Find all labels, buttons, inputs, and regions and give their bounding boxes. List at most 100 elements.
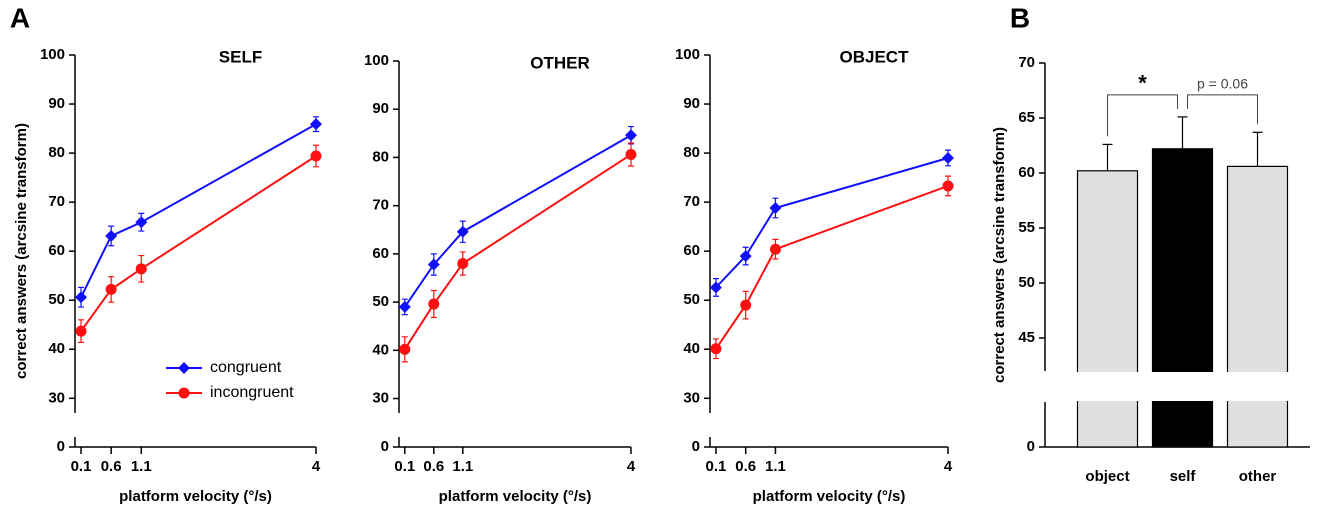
- marker: [105, 229, 118, 242]
- x-tick-label: 0.6: [101, 458, 122, 475]
- y-axis-label: correct answers (arcsine transform): [13, 123, 30, 379]
- y-tick-label: 40: [48, 340, 65, 357]
- x-tick-label: 4: [627, 458, 636, 475]
- y-tick-label: 0: [692, 438, 700, 455]
- x-tick-label: 1.1: [765, 458, 786, 475]
- significance-bracket: [1187, 94, 1258, 125]
- y-tick-label: 70: [372, 197, 389, 214]
- x-tick-label: 0.1: [394, 458, 415, 475]
- y-tick-label: 80: [372, 148, 389, 165]
- y-tick-label: 30: [683, 389, 700, 406]
- legend-label: congruent: [210, 359, 282, 376]
- line: [403, 134, 632, 308]
- y-tick-label: 90: [372, 100, 389, 117]
- x-tick-label: 0.1: [71, 458, 92, 475]
- x-axis-label: platform velocity (°/s): [439, 488, 592, 505]
- line: [80, 123, 317, 298]
- significance-label: p = 0.06: [1197, 76, 1248, 92]
- marker: [105, 283, 117, 295]
- marker: [769, 243, 781, 255]
- x-tick-label: 0.6: [735, 458, 756, 475]
- y-tick-label: 40: [372, 341, 389, 358]
- bar: [1151, 148, 1214, 448]
- x-tick-label: 0.6: [423, 458, 444, 475]
- marker: [456, 225, 469, 238]
- marker: [310, 118, 322, 131]
- y-tick-label: 90: [683, 95, 700, 112]
- marker: [740, 299, 752, 311]
- y-tick-label: 45: [1018, 329, 1035, 346]
- marker: [625, 149, 637, 161]
- y-tick-label: 50: [1018, 274, 1035, 291]
- panel-label: B: [1010, 2, 1030, 33]
- y-tick-label: 30: [48, 389, 65, 406]
- y-tick-label: 0: [381, 438, 389, 455]
- marker: [625, 129, 637, 142]
- marker: [942, 151, 954, 164]
- y-tick-label: 65: [1018, 109, 1035, 126]
- y-tick-label: 60: [683, 242, 700, 259]
- marker: [135, 216, 148, 229]
- marker: [428, 298, 440, 310]
- marker: [457, 258, 469, 270]
- x-tick-label: self: [1170, 468, 1197, 485]
- chart-title: SELF: [219, 47, 262, 66]
- y-tick-label: 60: [48, 242, 65, 259]
- marker: [75, 291, 88, 304]
- line: [715, 157, 949, 289]
- y-tick-label: 60: [372, 245, 389, 262]
- marker: [710, 343, 722, 355]
- chart-title: OTHER: [530, 53, 590, 72]
- y-tick-label: 50: [48, 291, 65, 308]
- y-tick-label: 50: [372, 293, 389, 310]
- y-tick-label: 55: [1018, 219, 1035, 236]
- marker: [310, 150, 322, 162]
- marker: [75, 325, 87, 337]
- line: [403, 153, 632, 350]
- axis-break-gap: [1046, 372, 1311, 401]
- x-tick-label: 1.1: [131, 458, 152, 475]
- chart-title: OBJECT: [840, 47, 910, 66]
- y-tick-label: 80: [683, 144, 700, 161]
- y-tick-label: 100: [675, 46, 700, 63]
- marker: [942, 180, 954, 192]
- x-tick-label: 4: [312, 458, 321, 475]
- bar: [1076, 170, 1139, 448]
- y-axis-label: correct answers (arcsine transform): [991, 127, 1008, 383]
- y-tick-label: 70: [1018, 54, 1035, 71]
- y-tick-label: 70: [48, 193, 65, 210]
- y-tick-label: 80: [48, 144, 65, 161]
- significance-label: *: [1138, 71, 1147, 96]
- y-tick-label: 100: [40, 46, 65, 63]
- x-tick-label: other: [1239, 468, 1277, 485]
- y-tick-label: 60: [1018, 164, 1035, 181]
- y-tick-label: 90: [48, 95, 65, 112]
- marker: [427, 258, 440, 271]
- marker: [739, 250, 752, 263]
- marker: [709, 281, 722, 294]
- y-tick-label: 0: [1027, 438, 1035, 455]
- legend-marker: [178, 362, 190, 374]
- x-axis-label: platform velocity (°/s): [753, 488, 906, 505]
- panel-label: A: [10, 2, 30, 33]
- legend-label: incongruent: [210, 384, 294, 401]
- x-tick-label: 1.1: [452, 458, 473, 475]
- x-tick-label: object: [1085, 468, 1129, 485]
- y-tick-label: 40: [683, 340, 700, 357]
- y-tick-label: 50: [683, 291, 700, 308]
- x-tick-label: 0.1: [706, 458, 727, 475]
- line: [80, 155, 317, 332]
- significance-bracket: [1107, 94, 1178, 137]
- bar: [1226, 165, 1289, 448]
- marker: [769, 202, 782, 215]
- y-tick-label: 100: [364, 52, 389, 69]
- legend-marker: [178, 387, 190, 399]
- line: [715, 185, 949, 350]
- marker: [135, 263, 147, 275]
- y-tick-label: 30: [372, 390, 389, 407]
- x-tick-label: 4: [944, 458, 953, 475]
- x-axis-label: platform velocity (°/s): [119, 488, 272, 505]
- y-tick-label: 0: [57, 438, 65, 455]
- marker: [398, 300, 411, 313]
